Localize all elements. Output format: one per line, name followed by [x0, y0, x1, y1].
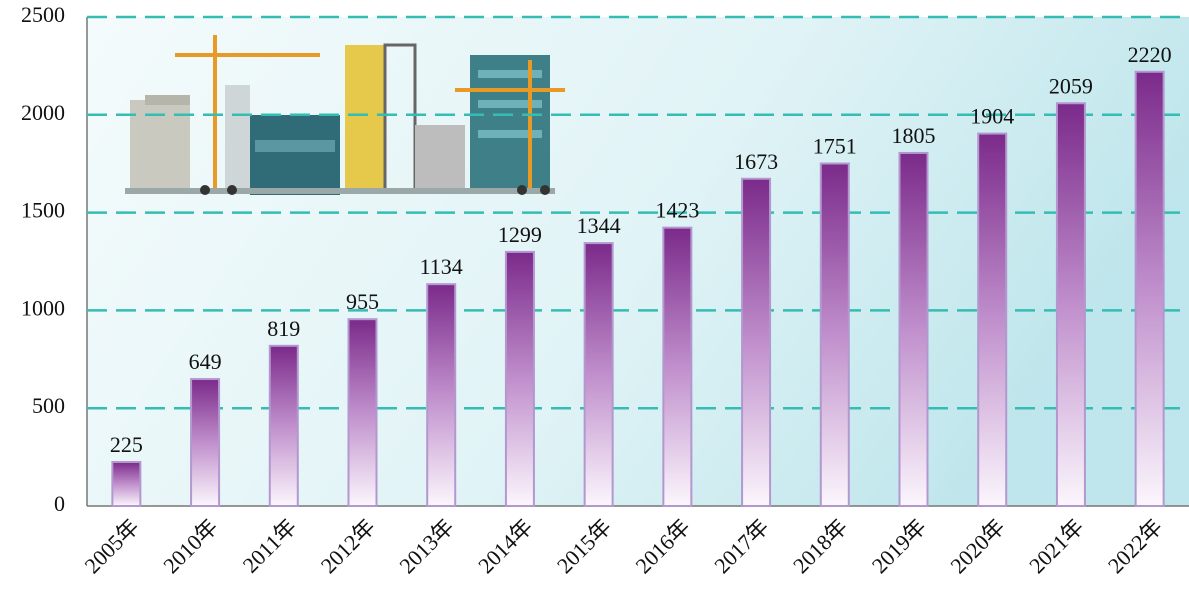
bar	[426, 283, 457, 507]
y-tick-label: 1000	[21, 295, 65, 320]
x-tick-label: 2019年	[867, 514, 931, 578]
bar	[977, 132, 1008, 507]
data-label: 225	[110, 432, 143, 457]
construction-illustration	[125, 35, 565, 195]
bar	[898, 151, 929, 508]
data-label: 649	[189, 349, 222, 374]
data-label: 1299	[498, 222, 542, 247]
bar	[347, 318, 378, 507]
x-tick-label: 2022年	[1103, 514, 1167, 578]
data-label: 1344	[577, 213, 621, 238]
x-tick-label: 2020年	[945, 514, 1009, 578]
y-tick-label: 500	[32, 393, 65, 418]
data-label: 1134	[420, 254, 463, 279]
x-tick-label: 2021年	[1024, 514, 1088, 578]
x-tick-label: 2017年	[709, 514, 773, 578]
x-tick-label: 2012年	[316, 514, 380, 578]
data-label: 2220	[1128, 42, 1172, 67]
data-label: 1805	[892, 123, 936, 148]
data-label: 1904	[970, 104, 1014, 129]
bar	[1134, 70, 1165, 507]
x-tick-label: 2005年	[80, 514, 144, 578]
data-label: 1423	[655, 198, 699, 223]
bar	[819, 162, 850, 507]
data-label: 1751	[813, 134, 857, 159]
y-tick-label: 0	[54, 491, 65, 516]
bar	[1055, 102, 1086, 507]
bar	[504, 250, 535, 507]
x-tick-label: 2018年	[788, 514, 852, 578]
y-tick-label: 2500	[21, 2, 65, 27]
bar	[268, 344, 299, 507]
data-label: 955	[346, 289, 379, 314]
x-tick-label: 2011年	[238, 514, 302, 578]
x-tick-label: 2016年	[631, 514, 695, 578]
y-tick-label: 2000	[21, 100, 65, 125]
x-tick-label: 2013年	[394, 514, 458, 578]
bar	[662, 226, 693, 507]
x-tick-label: 2010年	[158, 514, 222, 578]
y-tick-label: 1500	[21, 198, 65, 223]
data-label: 1673	[734, 149, 778, 174]
x-tick-label: 2015年	[552, 514, 616, 578]
data-label: 2059	[1049, 73, 1093, 98]
bar	[583, 242, 614, 508]
plot-background	[87, 17, 1189, 506]
bar	[111, 460, 142, 507]
bar	[190, 378, 221, 507]
bar	[741, 177, 772, 507]
x-tick-label: 2014年	[473, 514, 537, 578]
data-label: 819	[267, 316, 300, 341]
